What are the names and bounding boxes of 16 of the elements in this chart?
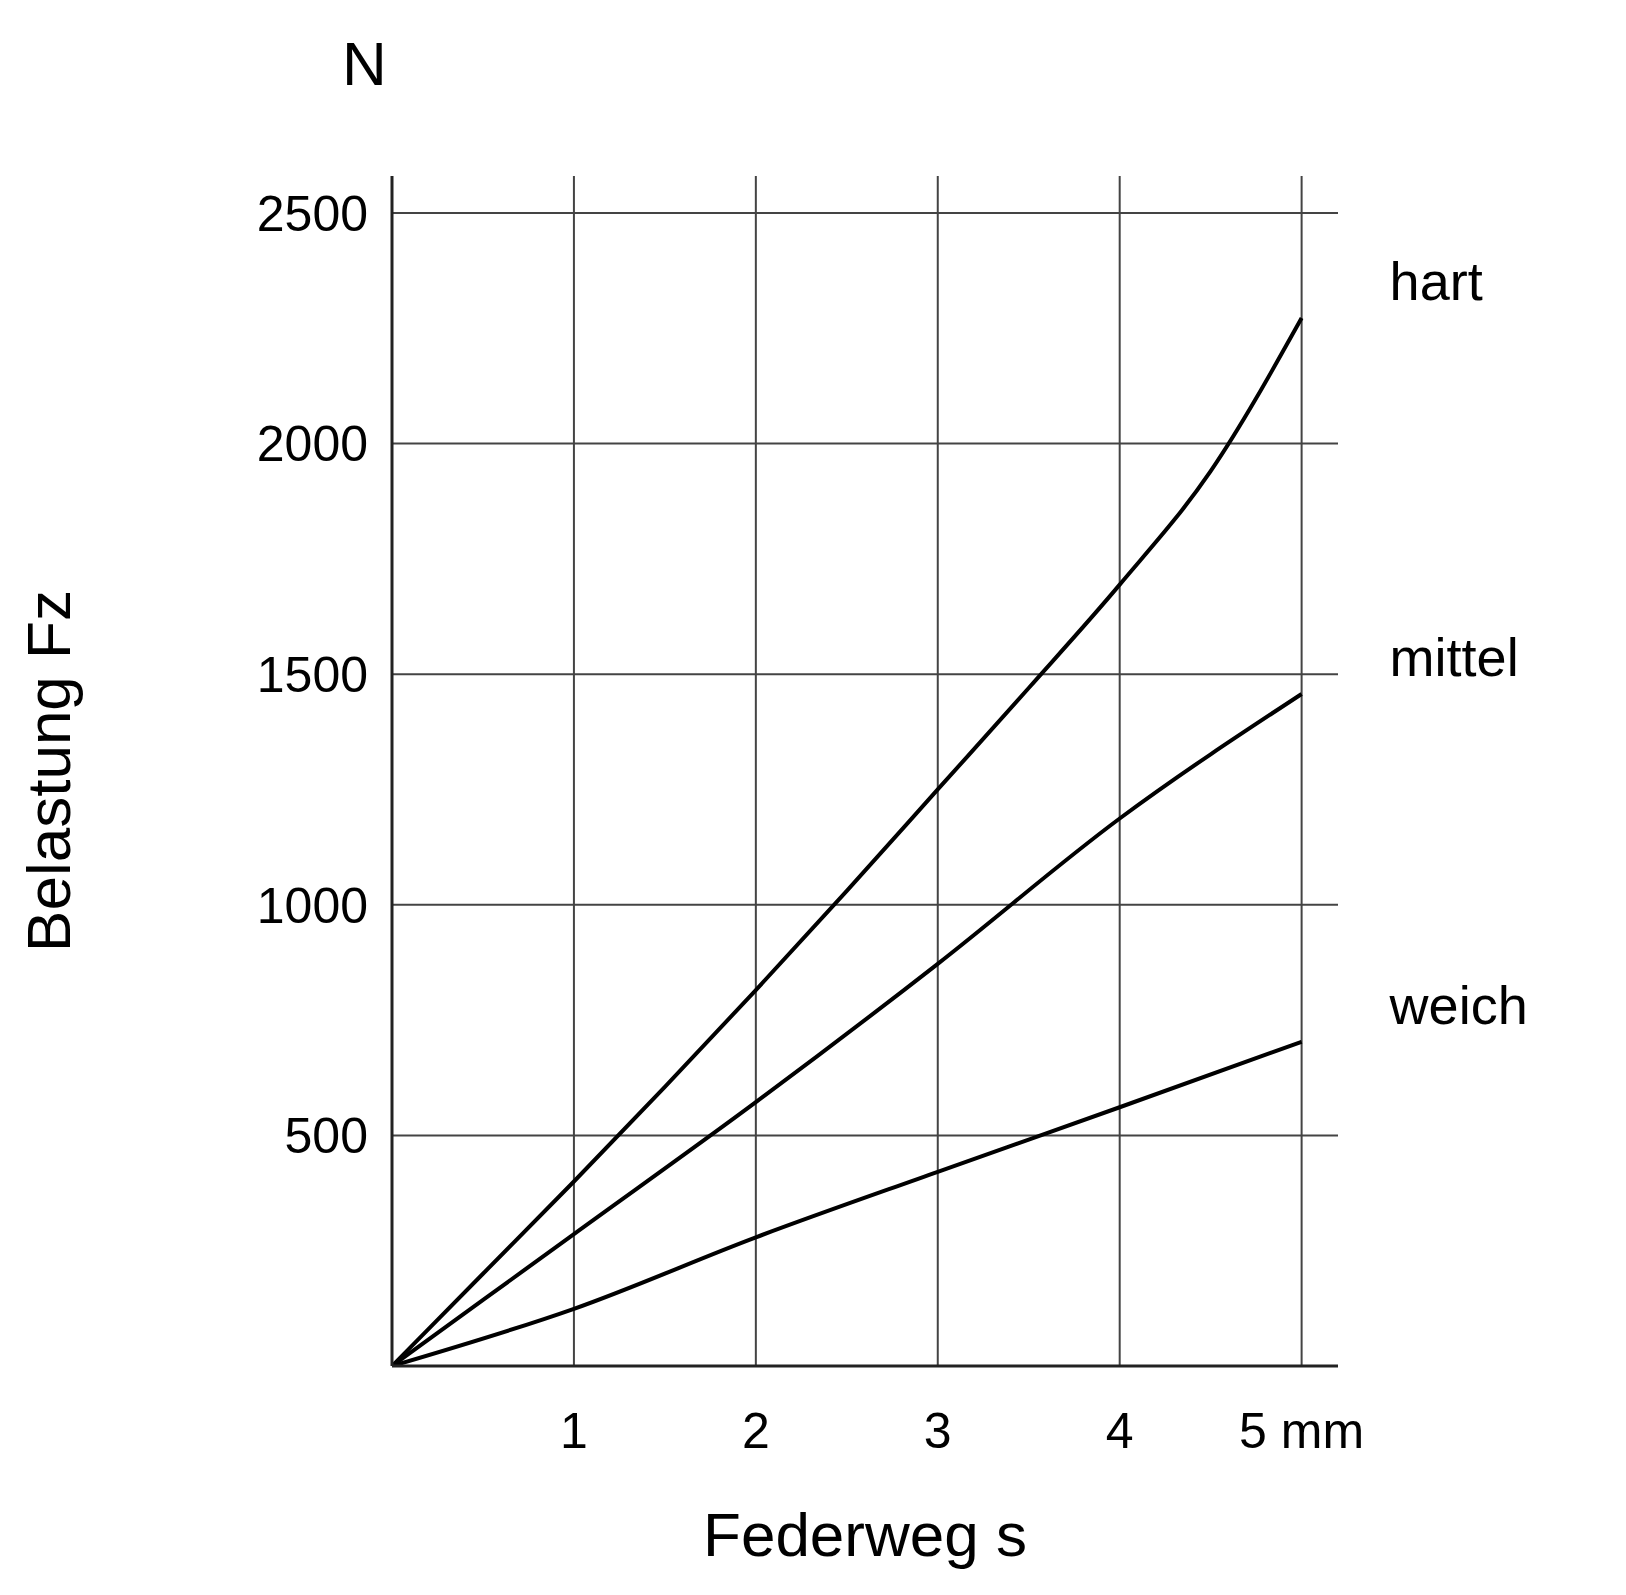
x-axis-title: Federweg s	[703, 1500, 1027, 1569]
x-tick-label: 2	[741, 1402, 770, 1459]
y-axis-title: Belastung Fz	[14, 590, 84, 952]
y-tick-label: 2000	[256, 416, 368, 473]
series-label: mittel	[1389, 626, 1519, 687]
x-tick-label: 1	[560, 1402, 588, 1459]
series-label: weich	[1388, 974, 1528, 1035]
text: N	[342, 28, 387, 99]
y-tick-label: 500	[284, 1108, 368, 1165]
y-tick-label: 1000	[256, 877, 368, 934]
y-tick-label: 1500	[256, 646, 368, 703]
x-tick-label: 3	[923, 1402, 952, 1459]
x-tick-label: 5 mm	[1239, 1402, 1365, 1459]
series-label: hart	[1389, 251, 1483, 312]
x-tick-label: 4	[1105, 1402, 1134, 1459]
y-tick-label: 2500	[256, 185, 368, 242]
